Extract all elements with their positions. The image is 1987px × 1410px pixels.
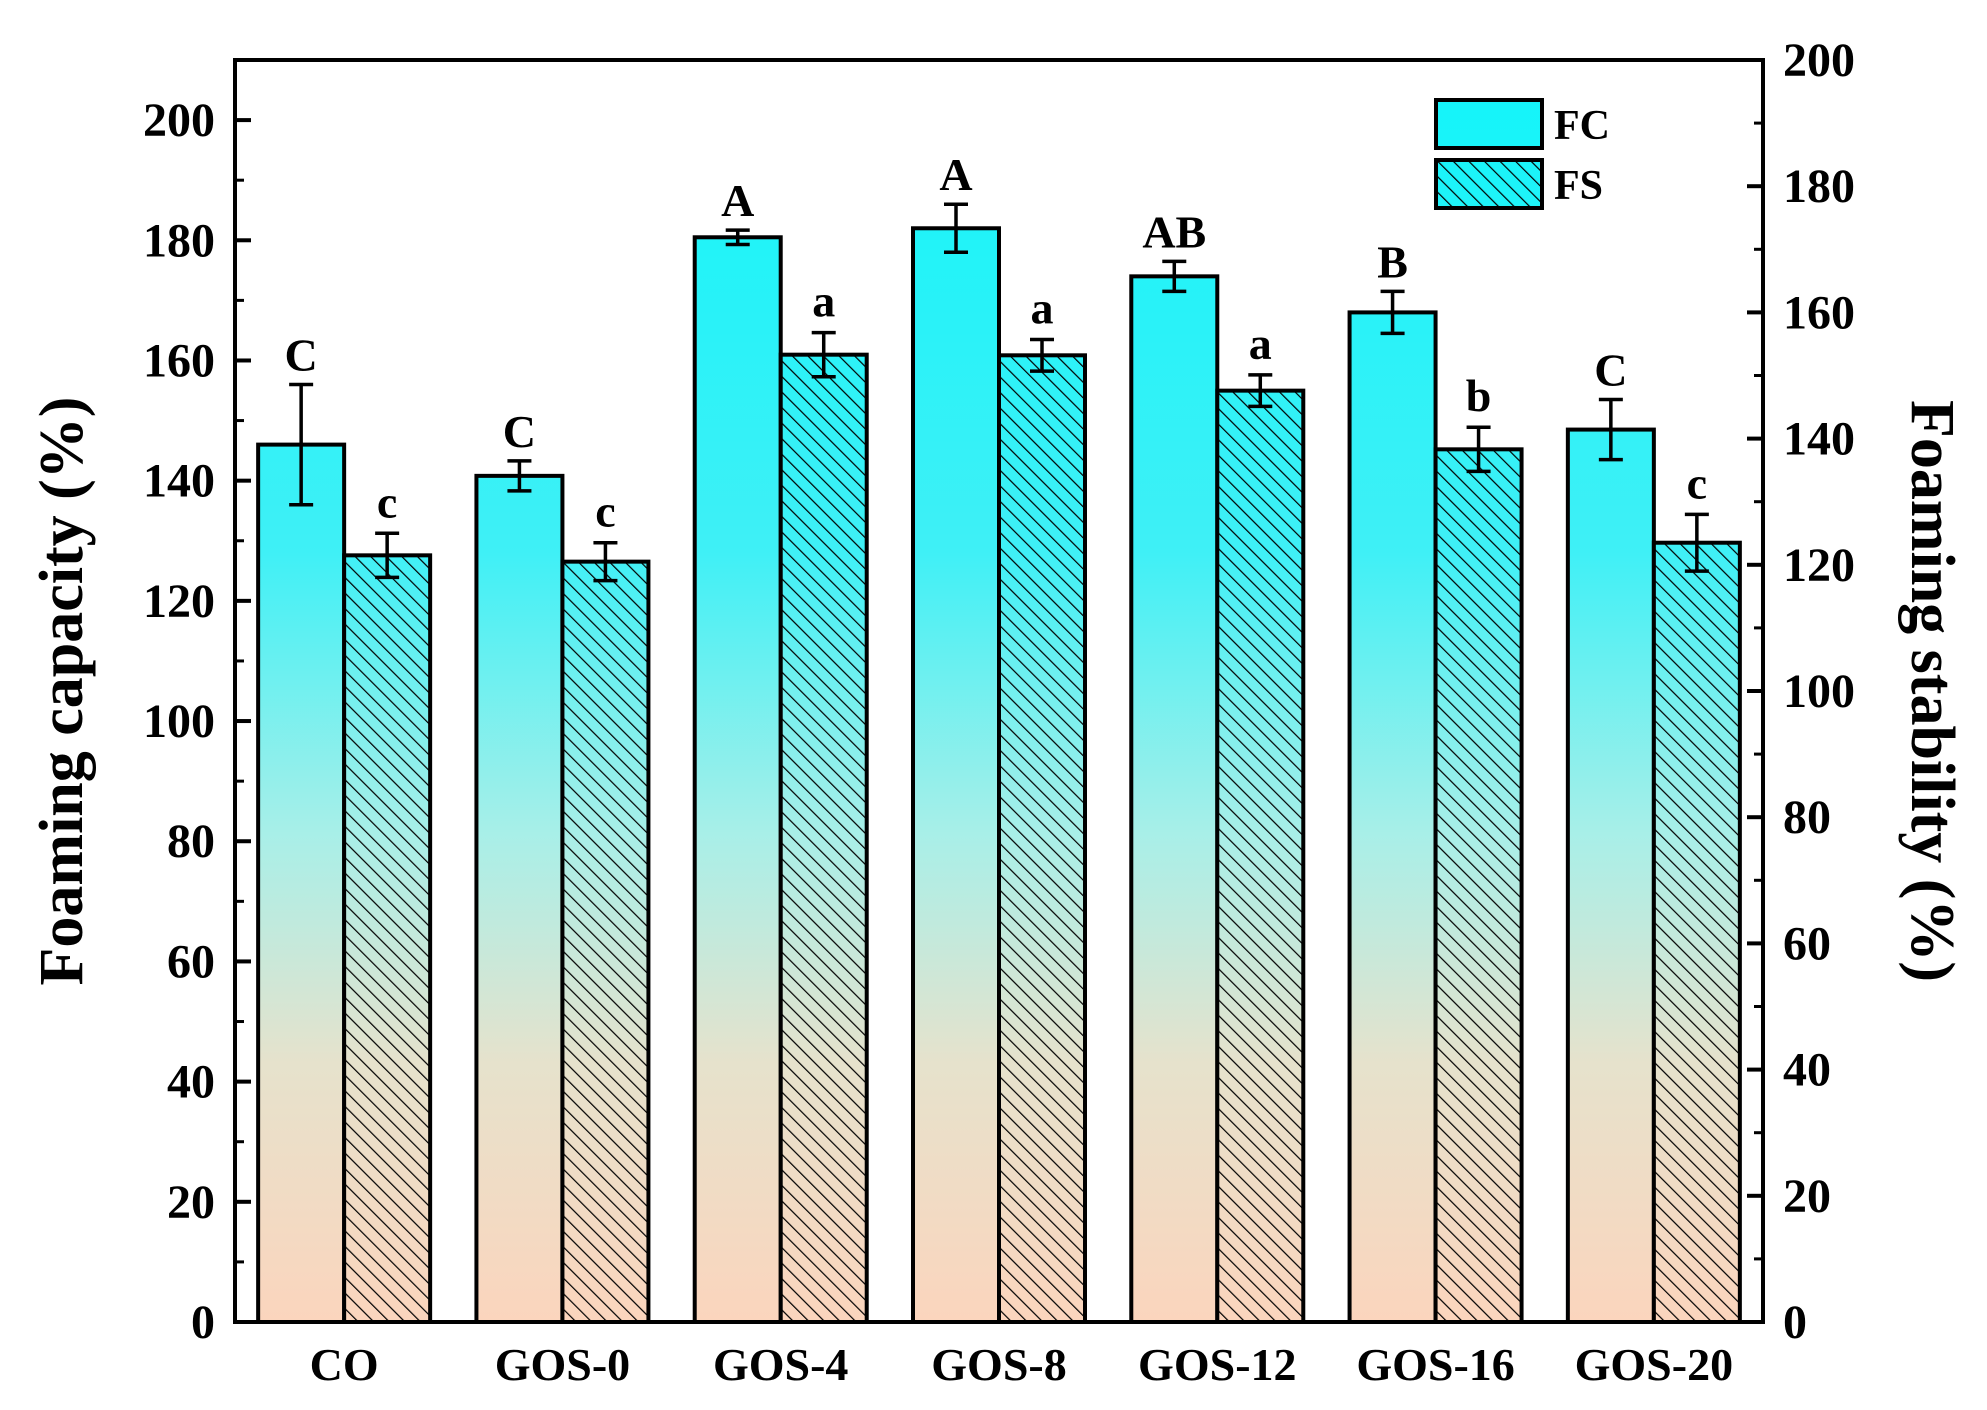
left-tick-label: 40 bbox=[167, 1056, 215, 1109]
right-tick-label: 20 bbox=[1783, 1170, 1831, 1223]
left-tick-label: 80 bbox=[167, 815, 215, 868]
left-tick-label: 120 bbox=[143, 575, 215, 628]
fs-significance-label: b bbox=[1466, 370, 1492, 421]
fc-significance-label: A bbox=[939, 149, 972, 200]
right-axis-title: Foaming stability (%) bbox=[1898, 400, 1966, 982]
fs-bar bbox=[560, 559, 651, 1324]
x-tick-label: GOS-4 bbox=[713, 1339, 848, 1390]
legend: FC FS bbox=[1434, 98, 1610, 210]
fs-bar bbox=[1651, 540, 1742, 1324]
left-tick-label: 160 bbox=[143, 334, 215, 387]
fc-bar bbox=[692, 235, 783, 1324]
fs-bar bbox=[1215, 388, 1306, 1325]
right-tick-label: 60 bbox=[1783, 917, 1831, 970]
legend-label-fs: FS bbox=[1554, 163, 1603, 209]
fc-bar bbox=[911, 226, 1001, 1324]
right-tick-label: 80 bbox=[1783, 791, 1831, 844]
fs-significance-label: c bbox=[1687, 457, 1707, 508]
fs-bar bbox=[778, 352, 869, 1324]
right-tick-label: 100 bbox=[1783, 665, 1855, 718]
x-tick-label: GOS-8 bbox=[931, 1339, 1066, 1390]
legend-swatch-fc bbox=[1434, 98, 1544, 150]
fs-bar bbox=[997, 353, 1087, 1325]
bars bbox=[256, 226, 1742, 1325]
fs-significance-label: c bbox=[377, 476, 397, 527]
fc-bar bbox=[1347, 310, 1438, 1324]
fs-significance-label: a bbox=[1031, 283, 1054, 334]
x-tick-label: GOS-16 bbox=[1356, 1339, 1514, 1390]
fc-bar bbox=[256, 442, 347, 1325]
fs-bar bbox=[342, 553, 433, 1324]
left-tick-label: 140 bbox=[143, 455, 215, 508]
fs-significance-label: a bbox=[812, 276, 835, 327]
fc-significance-label: AB bbox=[1142, 206, 1206, 257]
fs-significance-label: c bbox=[595, 486, 615, 537]
right-tick-label: 160 bbox=[1783, 286, 1855, 339]
right-tick-label: 40 bbox=[1783, 1044, 1831, 1097]
x-tick-label: GOS-0 bbox=[495, 1339, 630, 1390]
fc-significance-label: C bbox=[503, 406, 536, 457]
error-bars bbox=[289, 202, 1709, 583]
left-tick-label: 100 bbox=[143, 695, 215, 748]
fc-bar bbox=[1565, 427, 1656, 1325]
right-tick-label: 200 bbox=[1783, 34, 1855, 87]
axis-labels: Foaming capacity (%) Foaming stability (%… bbox=[28, 397, 1966, 986]
right-tick-label: 0 bbox=[1783, 1296, 1807, 1349]
right-tick-label: 180 bbox=[1783, 160, 1855, 213]
x-tick-label: CO bbox=[310, 1339, 379, 1390]
fc-bar bbox=[474, 473, 565, 1324]
x-tick-label: GOS-20 bbox=[1575, 1339, 1733, 1390]
legend-label-fc: FC bbox=[1554, 103, 1610, 149]
left-tick-label: 60 bbox=[167, 935, 215, 988]
fs-bar bbox=[1433, 447, 1524, 1324]
fc-bar bbox=[1129, 274, 1220, 1324]
axes: 0 20 40 60 80 100 120 140 160 180 200 0 20 40 60 80 100 1… bbox=[143, 34, 1855, 1390]
left-tick-label: 0 bbox=[191, 1296, 215, 1349]
fs-significance-label: a bbox=[1249, 318, 1272, 369]
right-tick-label: 140 bbox=[1783, 413, 1855, 466]
fc-significance-label: B bbox=[1377, 236, 1408, 287]
legend-swatch-fs bbox=[1434, 158, 1544, 210]
left-axis-title: Foaming capacity (%) bbox=[28, 397, 96, 986]
right-tick-label: 120 bbox=[1783, 539, 1855, 592]
left-tick-label: 180 bbox=[143, 214, 215, 267]
significance-labels: Cc Cc Aa Aa AB a Bb Cc bbox=[285, 149, 1708, 536]
x-tick-label: GOS-12 bbox=[1138, 1339, 1296, 1390]
fc-significance-label: C bbox=[285, 330, 318, 381]
left-tick-label: 20 bbox=[167, 1176, 215, 1229]
left-tick-label: 200 bbox=[143, 94, 215, 147]
fc-significance-label: C bbox=[1594, 345, 1627, 396]
fc-significance-label: A bbox=[721, 175, 754, 226]
